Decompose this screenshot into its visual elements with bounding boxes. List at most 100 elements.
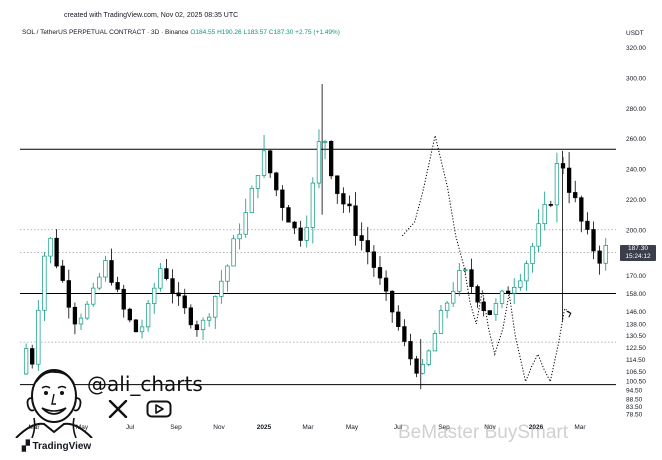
watermark: BeMaster BuySmart	[398, 422, 568, 443]
candle-body-42	[280, 189, 285, 208]
candle-body-61	[396, 311, 401, 327]
youtube-play-icon[interactable]	[146, 400, 172, 418]
candle-body-11	[91, 287, 96, 305]
y-tick-label-8: 170.00	[626, 273, 646, 280]
candle-body-24	[170, 278, 175, 294]
candle-body-41	[274, 172, 279, 191]
y-tick-label-14: 114.50	[626, 357, 646, 364]
currency-label: USDT	[626, 30, 644, 37]
candle-body-80	[512, 286, 517, 294]
candle-body-79	[505, 290, 511, 294]
candle-body-65	[420, 364, 425, 374]
candle-body-14	[109, 260, 114, 283]
candle-body-49	[322, 141, 328, 143]
candle-body-91	[579, 197, 584, 222]
candle-body-84	[536, 223, 541, 247]
candle-body-5	[54, 237, 59, 267]
x-tick-label-4: Nov	[213, 424, 225, 431]
projection-path	[401, 135, 572, 384]
projection-line	[401, 135, 572, 384]
y-tick-label-18: 88.50	[626, 397, 643, 404]
x-tick-label-8: Jul	[394, 424, 403, 431]
candle-body-36	[243, 212, 248, 235]
candle-body-44	[292, 221, 297, 229]
candle-body-4	[48, 237, 53, 257]
candle-body-86	[548, 204, 553, 206]
candle-body-75	[481, 301, 486, 311]
candle-body-6	[60, 265, 65, 281]
candle-body-90	[573, 192, 578, 199]
candle-body-15	[115, 282, 120, 290]
candle-body-20	[145, 303, 151, 328]
candle-body-82	[524, 263, 529, 282]
y-tick-label-15: 106.50	[626, 369, 646, 376]
chart-created-note: created with TradingView.com, Nov 02, 20…	[64, 12, 239, 19]
candle-body-63	[408, 341, 413, 360]
candle-body-78	[499, 290, 505, 304]
candle-body-81	[518, 280, 523, 288]
candle-body-77	[493, 303, 499, 315]
horizontal-levels	[20, 148, 616, 386]
candle-body-33	[225, 265, 230, 282]
candle-body-3	[42, 255, 47, 311]
y-tick-label-20: 78.50	[626, 412, 643, 419]
candle-body-7	[66, 280, 71, 308]
candle-body-87	[554, 163, 560, 206]
candle-body-37	[249, 187, 254, 213]
candle-body-59	[383, 277, 389, 292]
candle-body-25	[176, 292, 181, 297]
last-price: 187.30	[628, 245, 648, 253]
candle-body-62	[402, 326, 407, 342]
candle-body-21	[152, 287, 157, 304]
candle-body-47	[310, 182, 316, 228]
candle-body-66	[426, 350, 431, 365]
candle-body-93	[591, 229, 596, 252]
candle-body-53	[347, 203, 352, 207]
x-tick-label-10: Nov	[484, 424, 496, 431]
y-axis: 320.00 300.00 280.00 260.00 240.00 220.00 200.…	[626, 45, 646, 419]
symbol-line: SOL / TetherUS PERPETUAL CONTRACT · 3D ·…	[22, 29, 189, 36]
candle-body-95	[603, 245, 608, 264]
x-tick-label-6: Mar	[302, 424, 314, 431]
candle-body-28	[194, 324, 200, 331]
author-handle[interactable]: @ali_charts	[87, 372, 203, 396]
y-tick-label-16: 100.50	[626, 378, 646, 385]
candle-body-23	[164, 268, 169, 279]
x-tick-label-9: Sep	[438, 424, 450, 431]
candle-body-35	[237, 233, 242, 240]
candle-body-52	[341, 193, 346, 205]
projection-arrowhead	[566, 310, 572, 318]
y-tick-label-13: 122.50	[626, 345, 646, 352]
candle-body-51	[335, 175, 340, 194]
candle-body-74	[475, 286, 480, 303]
y-tick-label-5: 220.00	[626, 197, 646, 204]
candle-body-30	[206, 316, 212, 321]
candle-body-57	[371, 251, 377, 268]
candle-body-73	[469, 269, 474, 287]
candle-body-71	[457, 270, 462, 292]
candle-body-12	[97, 276, 102, 289]
candle-body-55	[359, 235, 364, 241]
candle-body-0	[23, 348, 29, 375]
candle-body-2	[36, 309, 41, 365]
x-logo-icon[interactable]	[107, 400, 129, 418]
y-tick-label-9: 158.00	[626, 291, 646, 298]
candle-body-39	[261, 150, 267, 176]
candle-body-46	[304, 227, 309, 241]
x-tick-label-2: Jul	[126, 424, 135, 431]
candle-body-45	[298, 227, 303, 241]
x-tick-label-3: Sep	[170, 424, 182, 431]
candle-body-70	[451, 290, 456, 304]
candle-body-92	[585, 220, 590, 230]
y-tick-label-11: 138.00	[626, 321, 646, 328]
symbol-header: SOL / TetherUS PERPETUAL CONTRACT · 3D ·…	[22, 29, 340, 36]
x-tick-label-5: 2025	[257, 424, 272, 431]
candle-body-9	[78, 317, 84, 325]
candle-body-13	[103, 260, 108, 278]
y-tick-label-12: 130.50	[626, 333, 646, 340]
candle-body-85	[542, 204, 547, 225]
candle-body-22	[158, 268, 163, 289]
y-tick-label-10: 146.00	[626, 309, 646, 316]
candle-body-18	[133, 319, 139, 333]
